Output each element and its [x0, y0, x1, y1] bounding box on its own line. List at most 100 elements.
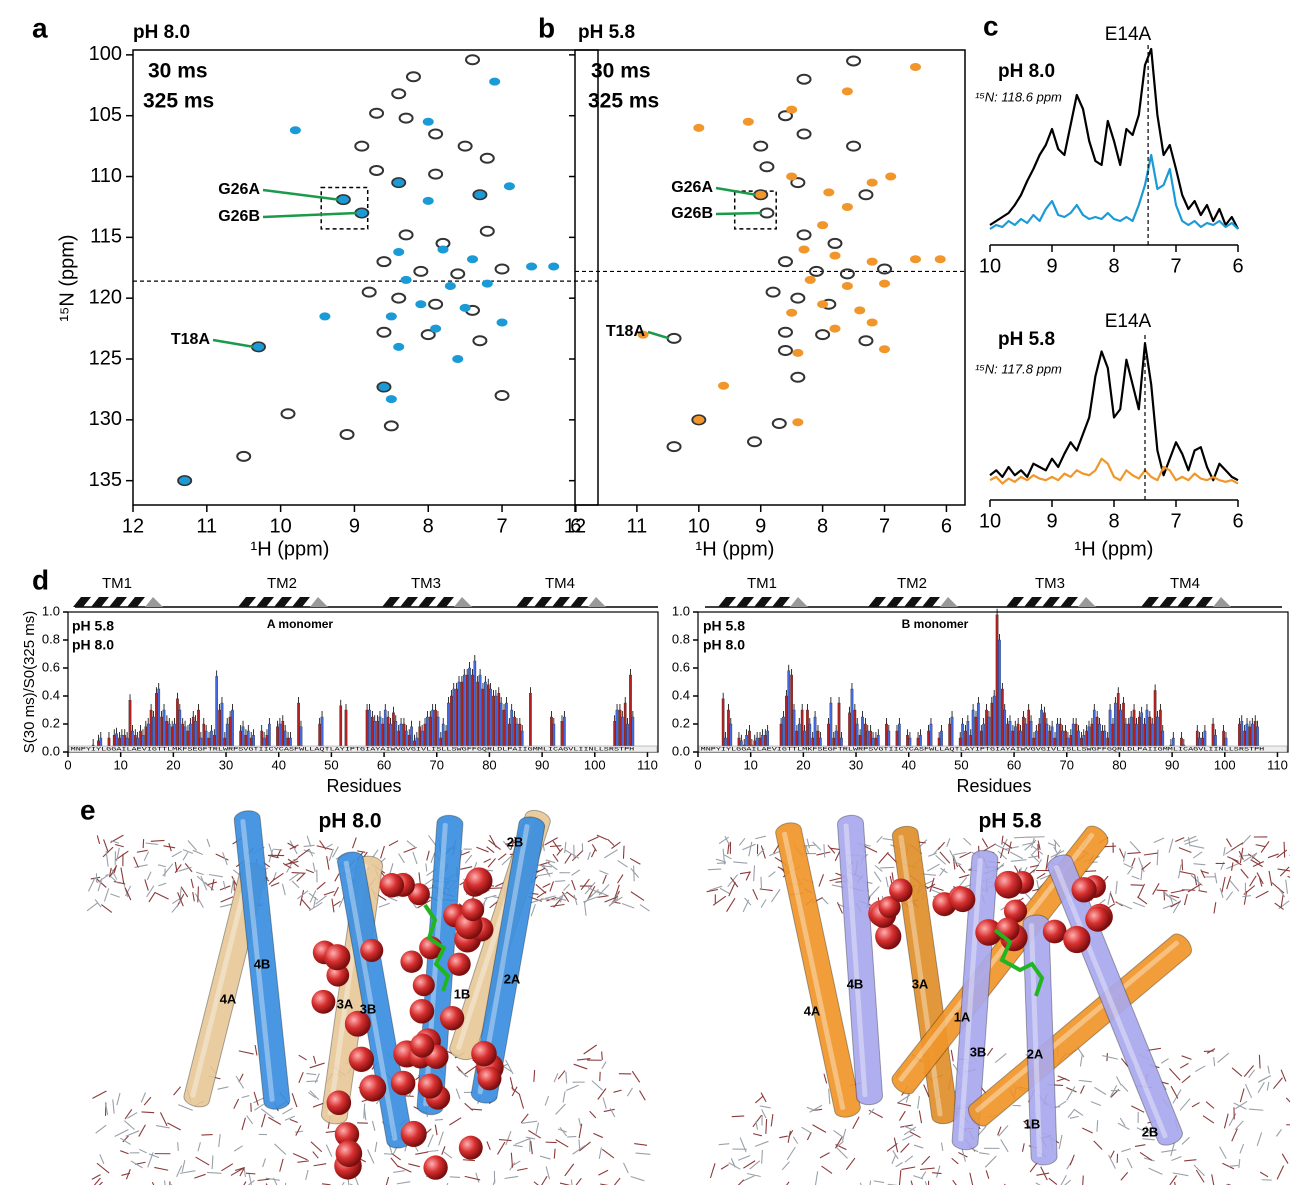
solvent-molecule [601, 1051, 603, 1060]
solvent-molecule [388, 840, 399, 847]
solvent-molecule [756, 848, 765, 857]
solvent-molecule [1093, 1140, 1103, 1150]
solvent-molecule [565, 849, 580, 859]
solvent-molecule [305, 1169, 309, 1180]
solvent-molecule [1060, 1174, 1067, 1185]
helix-icon [1195, 597, 1213, 607]
peak [369, 164, 385, 176]
solvent-molecule [1170, 1085, 1179, 1099]
solvent-molecule [173, 1086, 182, 1096]
bar [452, 688, 456, 753]
solvent-molecule [752, 888, 759, 900]
helix-highlight [1028, 923, 1043, 1158]
solvent-molecule [306, 1072, 317, 1076]
x-tick-label: 110 [1267, 757, 1288, 772]
solvent-molecule [273, 1177, 278, 1185]
solvent-molecule [308, 892, 319, 901]
solvent-molecule [587, 885, 596, 900]
solvent-molecule [1156, 849, 1159, 866]
structure-title: pH 5.8 [978, 810, 1041, 833]
solvent-molecule [246, 1115, 254, 1125]
solvent-molecule [1001, 835, 1004, 845]
solvent-molecule [220, 896, 234, 903]
solvent-molecule [150, 839, 165, 842]
solvent-molecule [475, 1172, 480, 1183]
solvent-molecule [143, 1096, 152, 1106]
solvent-molecule [284, 860, 299, 866]
peak [815, 329, 831, 341]
bar [462, 674, 466, 753]
solvent-molecule [761, 1149, 763, 1164]
solvent-molecule [629, 857, 641, 865]
water-sphere [409, 998, 435, 1024]
solvent-molecule [1127, 866, 1134, 875]
annotation: G26B [671, 205, 713, 222]
spectrum-trace [989, 342, 1239, 482]
bar [476, 681, 480, 753]
solvent-molecule [127, 1112, 138, 1119]
y-tick-label: 110 [90, 165, 122, 187]
solvent-molecule [1226, 875, 1232, 890]
solvent-molecule [753, 865, 756, 882]
solvent-molecule [1221, 876, 1226, 893]
solvent-molecule [739, 1137, 747, 1153]
solvent-molecule [163, 845, 176, 849]
helix-icon [382, 597, 400, 607]
solvent-molecule [1184, 839, 1199, 845]
solvent-molecule [537, 872, 553, 877]
solvent-molecule [221, 1163, 234, 1172]
solvent-molecule [426, 850, 430, 861]
solvent-molecule [565, 1071, 568, 1084]
solvent-molecule [742, 843, 756, 851]
solvent-molecule [1256, 1132, 1263, 1146]
solvent-molecule [613, 1177, 621, 1185]
solvent-molecule [836, 1147, 848, 1159]
solvent-molecule [292, 1153, 308, 1161]
solvent-molecule [898, 1110, 906, 1121]
sequence-strip [68, 745, 658, 753]
solvent-molecule [1109, 1085, 1118, 1098]
solvent-molecule [284, 1182, 287, 1185]
solvent-molecule [928, 852, 937, 857]
solvent-molecule [1276, 1165, 1285, 1180]
peak [841, 202, 853, 211]
peak [817, 221, 829, 230]
solvent-molecule [154, 891, 169, 900]
solvent-molecule [124, 887, 132, 901]
solvent-molecule [1123, 863, 1133, 868]
solvent-molecule [1193, 863, 1206, 866]
solvent-molecule [167, 1122, 181, 1131]
solvent-molecule [396, 1181, 411, 1185]
solvent-molecule [1229, 880, 1240, 892]
solvent-molecule [305, 869, 315, 874]
bar [457, 681, 461, 753]
water-sphere [995, 917, 1020, 942]
solvent-molecule [578, 1139, 581, 1151]
solvent-molecule [510, 1152, 514, 1168]
solvent-molecule [1163, 891, 1173, 900]
annotation-arrow [262, 188, 339, 201]
solvent-molecule [549, 881, 554, 892]
solvent-molecule [1102, 1054, 1118, 1060]
solvent-molecule [814, 1171, 819, 1185]
solvent-molecule [110, 893, 120, 898]
solvent-molecule [449, 1176, 461, 1179]
solvent-molecule [124, 1108, 133, 1120]
solvent-molecule [1129, 841, 1141, 853]
solvent-molecule [578, 1123, 583, 1139]
solvent-molecule [1234, 1100, 1248, 1110]
solvent-molecule [745, 871, 751, 881]
solvent-molecule [313, 896, 317, 908]
solvent-molecule [939, 851, 951, 864]
solvent-molecule [215, 853, 229, 861]
solvent-molecule [1267, 1065, 1270, 1074]
solvent-molecule [415, 1151, 429, 1155]
solvent-molecule [483, 858, 492, 863]
y-tick-label: 0.8 [672, 631, 690, 646]
peak [796, 229, 812, 241]
solvent-molecule [749, 1160, 761, 1170]
solvent-molecule [917, 1095, 920, 1109]
solvent-molecule [374, 1141, 378, 1153]
solvent-molecule [1161, 1149, 1177, 1153]
peak [398, 112, 414, 124]
